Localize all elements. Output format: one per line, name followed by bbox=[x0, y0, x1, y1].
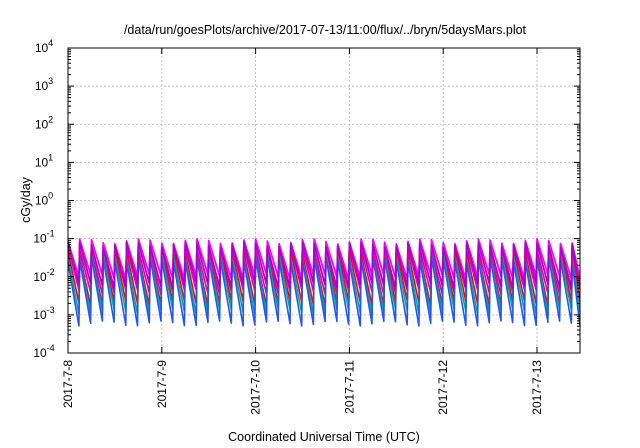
y-tick-label: 10-2 bbox=[33, 267, 54, 284]
y-tick-label: 10-3 bbox=[33, 305, 54, 322]
y-axis-ticks: 10-4 10-3 10-2 10-1 100 101 102 103 104 bbox=[33, 38, 580, 360]
y-tick-label: 103 bbox=[35, 76, 53, 93]
y-tick-label: 104 bbox=[35, 38, 53, 55]
x-axis-ticks: 2017-7-8 2017-7-9 2017-7-10 2017-7-11 2017-7… bbox=[61, 48, 544, 415]
grid-lines bbox=[68, 48, 580, 353]
series-line bbox=[67, 256, 581, 327]
x-tick-label: 2017-7-12 bbox=[436, 360, 450, 415]
y-tick-label: 100 bbox=[35, 191, 53, 208]
y-tick-label: 10-4 bbox=[33, 343, 54, 360]
x-tick-label: 2017-7-13 bbox=[530, 360, 544, 415]
x-axis-label: Coordinated Universal Time (UTC) bbox=[228, 430, 420, 444]
series-line bbox=[67, 241, 581, 289]
y-axis-label: cGy/day bbox=[19, 176, 33, 223]
x-tick-label: 2017-7-9 bbox=[155, 360, 169, 408]
x-tick-label: 2017-7-8 bbox=[61, 360, 75, 408]
y-tick-label: 101 bbox=[35, 152, 53, 169]
y-tick-label: 10-1 bbox=[33, 229, 54, 246]
y-tick-label: 102 bbox=[35, 114, 53, 131]
chart-title: /data/run/goesPlots/archive/2017-07-13/1… bbox=[124, 23, 527, 37]
data-series bbox=[67, 238, 581, 327]
x-tick-label: 2017-7-10 bbox=[249, 360, 263, 415]
x-tick-label: 2017-7-11 bbox=[342, 360, 356, 414]
